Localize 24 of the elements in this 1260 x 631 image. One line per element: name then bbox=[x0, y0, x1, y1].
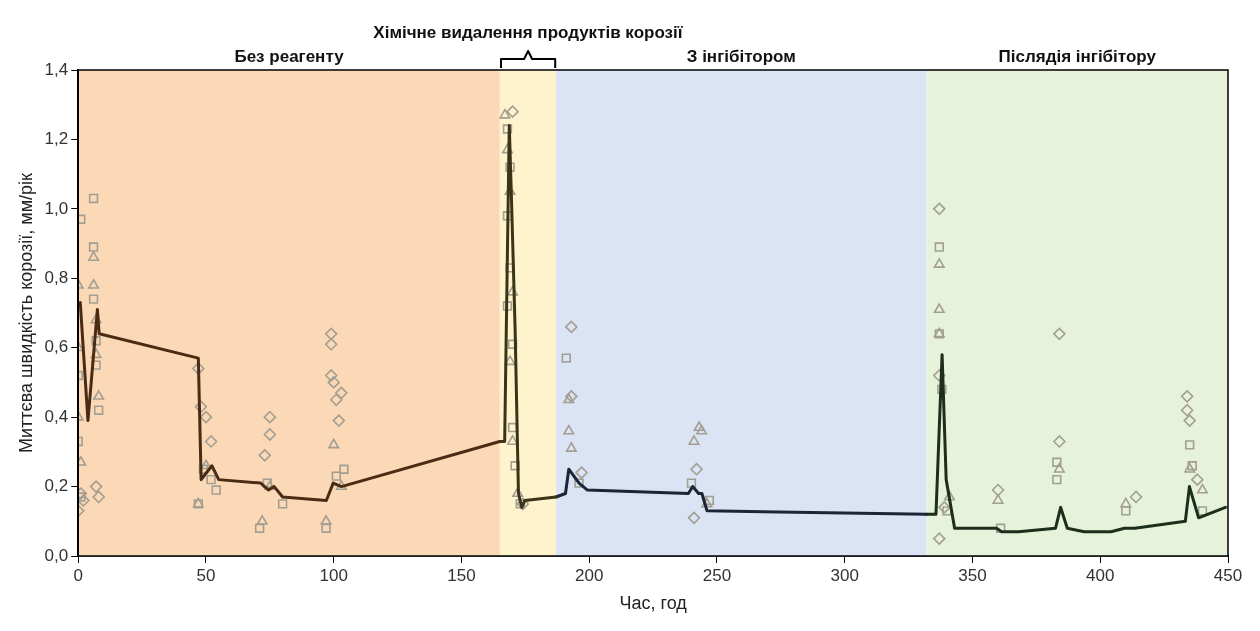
band-label: З інгібітором bbox=[686, 47, 796, 67]
y-tick-label: 1,2 bbox=[44, 129, 69, 149]
x-tick-label: 0 bbox=[73, 565, 83, 585]
x-tick-label: 300 bbox=[830, 565, 859, 585]
y-tick-label: 0,6 bbox=[44, 337, 69, 357]
x-tick-label: 50 bbox=[196, 565, 216, 585]
x-tick-label: 100 bbox=[319, 565, 348, 585]
x-axis-title: Час, год bbox=[619, 593, 688, 614]
y-tick-label: 1,0 bbox=[44, 198, 69, 218]
y-tick-label: 1,4 bbox=[44, 59, 69, 79]
y-tick-label: 0,8 bbox=[44, 267, 69, 287]
band-label: Без реагенту bbox=[234, 47, 345, 67]
y-axis-title: Миттєва швидкість корозії, мм/рік bbox=[15, 172, 36, 453]
x-tick-label: 200 bbox=[575, 565, 604, 585]
x-tick-label: 350 bbox=[958, 565, 987, 585]
y-tick-label: 0,2 bbox=[44, 476, 69, 496]
x-tick-label: 400 bbox=[1086, 565, 1115, 585]
y-tick-label: 0,0 bbox=[44, 545, 69, 565]
x-tick-label: 450 bbox=[1213, 565, 1243, 585]
x-tick-label: 250 bbox=[702, 565, 732, 585]
band-label: Хімічне видалення продуктів корозії bbox=[373, 23, 684, 43]
x-tick-label: 150 bbox=[447, 565, 476, 585]
band-label: Післядія інгібітору bbox=[998, 47, 1157, 67]
y-tick-label: 0,4 bbox=[44, 406, 69, 426]
